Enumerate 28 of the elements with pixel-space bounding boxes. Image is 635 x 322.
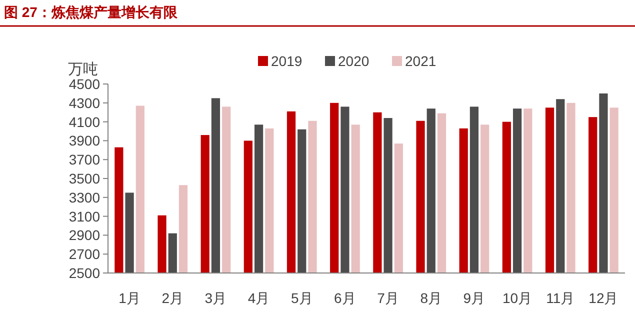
legend-label: 2021: [405, 53, 436, 69]
x-tick-label: 5月: [290, 290, 313, 306]
legend-label: 2020: [338, 53, 370, 69]
x-tick-label: 11月: [546, 290, 575, 306]
y-tick-label: 3900: [68, 132, 100, 149]
y-tick-label: 2700: [68, 246, 100, 262]
y-tick-label: 3100: [68, 208, 100, 224]
y-axis-title: 万吨: [68, 61, 98, 78]
y-tick-label: 3700: [68, 152, 100, 168]
x-tick-label: 1月: [118, 290, 140, 306]
x-tick-label: 4月: [248, 290, 270, 306]
x-tick-label: 6月: [334, 290, 356, 306]
y-tick-label: 3300: [68, 189, 100, 206]
x-tick-label: 9月: [463, 290, 486, 306]
x-tick-label: 10月: [502, 290, 532, 306]
x-tick-label: 3月: [204, 290, 227, 306]
y-tick-label: 4300: [68, 94, 100, 111]
y-tick-label: 3500: [68, 170, 100, 186]
legend-label: 2019: [271, 53, 302, 69]
y-tick-label: 4100: [68, 114, 100, 130]
x-tick-label: 8月: [420, 290, 442, 306]
y-tick-label: 2500: [68, 265, 100, 281]
x-tick-label: 2月: [162, 290, 184, 306]
x-tick-label: 7月: [377, 290, 399, 306]
x-tick-label: 12月: [588, 290, 618, 306]
chart-title: 图 27：炼焦煤产量增长有限: [4, 4, 178, 20]
y-tick-label: 4500: [68, 76, 100, 92]
y-tick-label: 2900: [68, 227, 100, 244]
